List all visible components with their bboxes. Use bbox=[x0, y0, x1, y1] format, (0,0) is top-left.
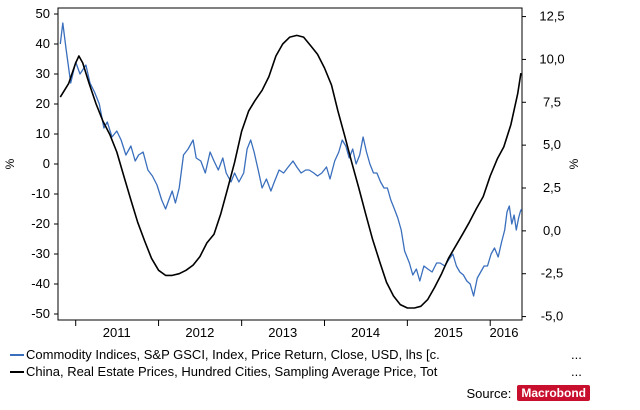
x-axis-tick-label: 2014 bbox=[351, 325, 380, 340]
left-axis-tick-label: -20 bbox=[31, 216, 50, 231]
series-line-china-real-estate bbox=[59, 34, 522, 309]
right-axis-tick-label: 5,0 bbox=[543, 137, 561, 152]
left-axis-tick-label: 20 bbox=[36, 96, 50, 111]
left-axis-tick-label: 10 bbox=[36, 126, 50, 141]
left-axis-unit-label: % bbox=[3, 158, 17, 169]
right-axis-tick-label: 10,0 bbox=[539, 51, 564, 66]
series-lines bbox=[59, 22, 523, 309]
series-line-commodity bbox=[59, 22, 523, 297]
left-y-axis: 50 40 30 20 10 0 -10 -20 -30 -40 -50 bbox=[31, 6, 58, 321]
right-axis-tick-label: 0,0 bbox=[543, 223, 561, 238]
right-axis-tick-label: 2,5 bbox=[543, 180, 561, 195]
legend: Commodity Indices, S&P GSCI, Index, Pric… bbox=[10, 346, 610, 380]
x-axis: 2011 2012 2013 2014 2015 2016 bbox=[75, 320, 519, 340]
legend-label-china-real-estate: China, Real Estate Prices, Hundred Citie… bbox=[26, 364, 438, 379]
chart-canvas: 50 40 30 20 10 0 -10 -20 -30 -40 -50 12,5 10,0 7,5 5,… bbox=[3, 6, 581, 340]
left-axis-tick-label: 0 bbox=[43, 156, 50, 171]
legend-ellipsis-china-real-estate: ... bbox=[571, 364, 582, 379]
legend-item-commodity: Commodity Indices, S&P GSCI, Index, Pric… bbox=[10, 346, 610, 363]
right-axis-tick-label: -5,0 bbox=[541, 309, 563, 324]
right-axis-tick-label: -2,5 bbox=[541, 266, 563, 281]
legend-swatch-commodity bbox=[10, 353, 24, 356]
left-axis-tick-label: 30 bbox=[36, 66, 50, 81]
left-axis-tick-label: -40 bbox=[31, 276, 50, 291]
left-axis-tick-label: -30 bbox=[31, 246, 50, 261]
left-axis-tick-label: 50 bbox=[36, 6, 50, 21]
left-axis-tick-label: 40 bbox=[36, 36, 50, 51]
source-label: Source: bbox=[466, 385, 512, 401]
left-axis-tick-label: -50 bbox=[31, 306, 50, 321]
legend-label-commodity: Commodity Indices, S&P GSCI, Index, Pric… bbox=[26, 347, 440, 362]
macrobond-logo: Macrobond bbox=[517, 385, 590, 401]
right-axis-tick-label: 12,5 bbox=[539, 9, 564, 24]
source-credit: Source: Macrobond bbox=[467, 385, 590, 401]
legend-swatch-china-real-estate bbox=[10, 370, 24, 373]
right-y-axis: 12,5 10,0 7,5 5,0 2,5 0,0 -2,5 -5,0 bbox=[522, 9, 565, 324]
x-axis-tick-label: 2013 bbox=[268, 325, 297, 340]
legend-ellipsis-commodity: ... bbox=[571, 347, 582, 362]
left-axis-tick-label: -10 bbox=[31, 186, 50, 201]
x-axis-tick-label: 2016 bbox=[490, 325, 519, 340]
right-axis-tick-label: 7,5 bbox=[543, 94, 561, 109]
x-axis-tick-label: 2012 bbox=[185, 325, 214, 340]
legend-item-china-real-estate: China, Real Estate Prices, Hundred Citie… bbox=[10, 363, 610, 380]
x-axis-tick-label: 2011 bbox=[103, 325, 131, 340]
x-axis-tick-label: 2015 bbox=[434, 325, 463, 340]
right-axis-unit-label: % bbox=[567, 158, 581, 169]
